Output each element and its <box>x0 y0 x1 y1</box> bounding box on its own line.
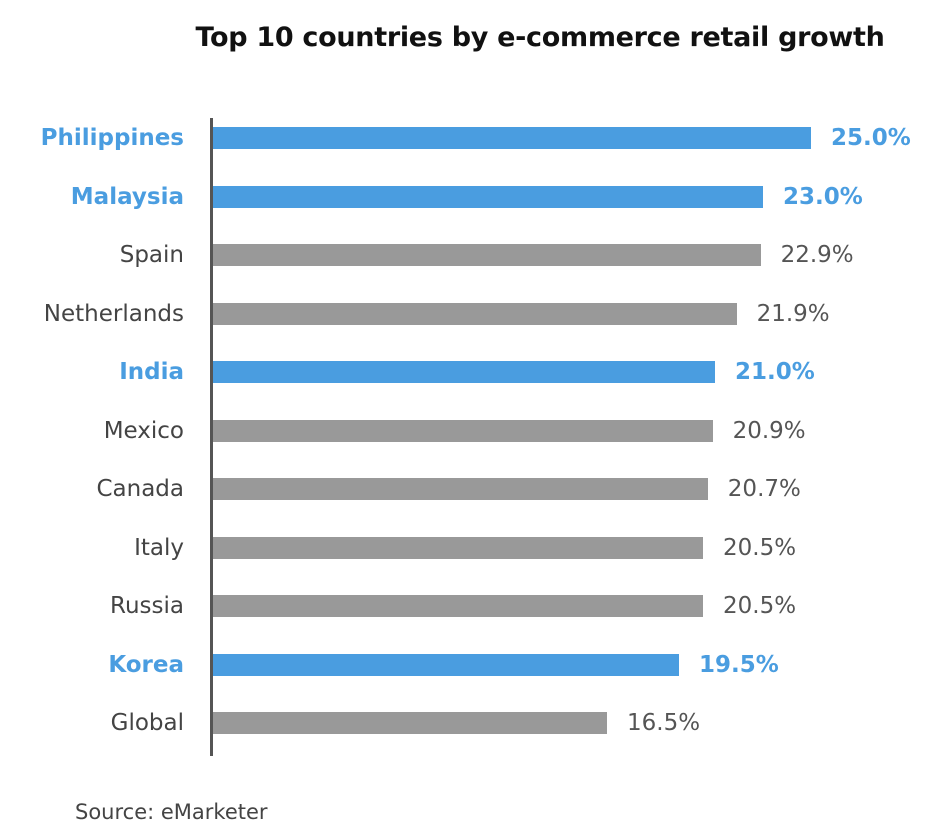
source-note: Source: eMarketer <box>75 800 268 824</box>
category-label: Spain <box>119 242 184 268</box>
category-label: Mexico <box>103 417 184 444</box>
category-label: Global <box>110 710 184 736</box>
bar <box>213 244 761 266</box>
bar <box>213 185 763 208</box>
bar <box>213 302 737 325</box>
value-label: 20.5% <box>723 593 797 619</box>
bar <box>213 653 679 676</box>
value-label: 20.9% <box>732 417 806 444</box>
bar <box>213 478 708 500</box>
bar <box>213 712 607 734</box>
category-label: Netherlands <box>43 300 184 327</box>
value-label: 25.0% <box>831 125 911 151</box>
value-label: 21.9% <box>756 300 830 327</box>
value-label: 20.5% <box>723 534 797 561</box>
y-axis-line <box>210 118 213 756</box>
value-label: 22.9% <box>780 242 854 268</box>
category-label: Russia <box>110 593 184 619</box>
value-label: 23.0% <box>783 183 863 210</box>
value-label: 20.7% <box>727 476 801 502</box>
bar <box>213 536 703 559</box>
category-label: Canada <box>96 476 184 502</box>
category-label: India <box>119 359 184 385</box>
value-label: 16.5% <box>627 710 701 736</box>
bar <box>213 419 713 442</box>
bar <box>213 361 715 383</box>
category-label: Malaysia <box>70 183 184 210</box>
category-label: Korea <box>108 651 184 678</box>
category-label: Philippines <box>40 125 184 151</box>
value-label: 21.0% <box>735 359 815 385</box>
value-label: 19.5% <box>699 651 779 678</box>
chart-title: Top 10 countries by e-commerce retail gr… <box>195 22 885 53</box>
category-label: Italy <box>134 534 184 561</box>
bar <box>213 595 703 617</box>
bar <box>213 127 811 149</box>
